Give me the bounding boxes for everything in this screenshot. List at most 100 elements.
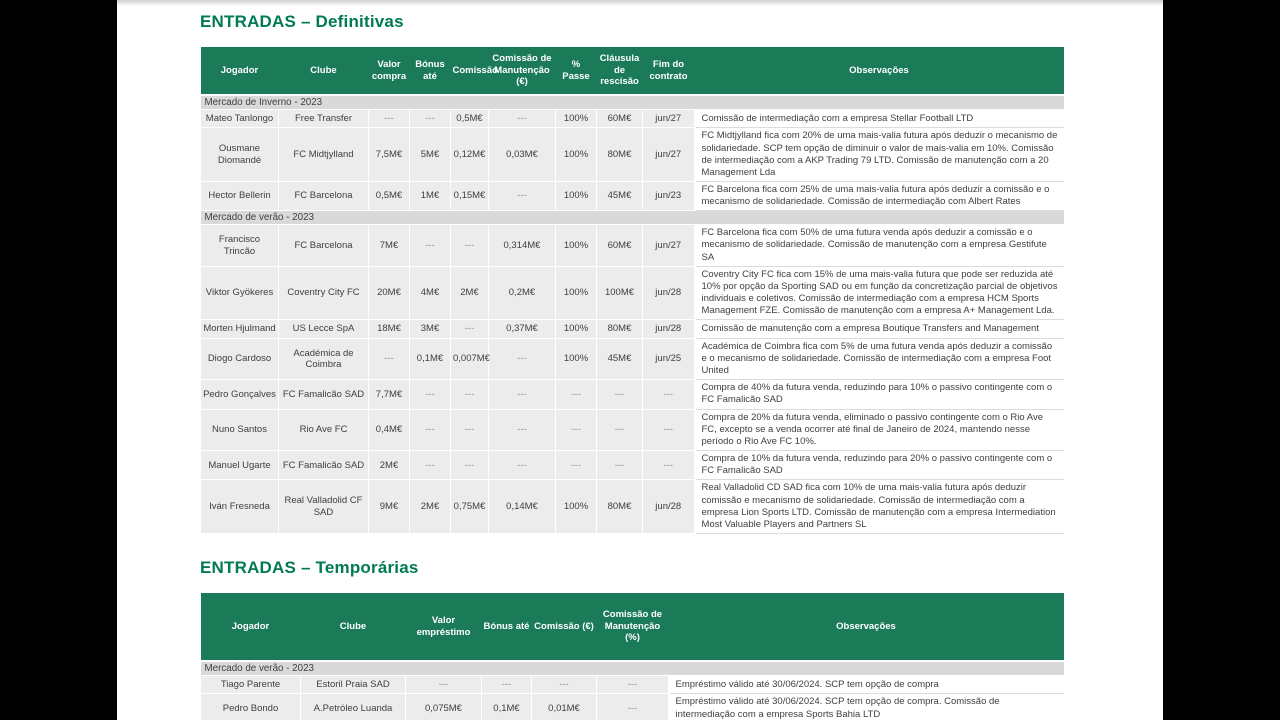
data-cell: 100%	[555, 224, 597, 267]
data-cell: ---	[531, 674, 597, 695]
table-row: Morten Hjulmand US Lecce SpA 18M€ 3M€ --- 0,3…	[200, 319, 1064, 339]
data-cell: 0,2M€	[488, 265, 556, 321]
data-cell: 20M€	[368, 265, 410, 321]
data-cell: Nuno Santos	[200, 408, 279, 452]
data-cell: 60M€	[596, 224, 643, 267]
data-cell: 0,314M€	[488, 224, 556, 267]
data-cell: Morten Hjulmand	[200, 319, 279, 339]
data-cell: Académica de Coimbra	[278, 337, 369, 381]
data-cell: Ousmane Diomandé	[200, 127, 279, 183]
table-row: Pedro Gonçalves FC Famalicão SAD 7,7M€ --- -…	[200, 379, 1064, 410]
column-header: Bónus até	[481, 593, 532, 662]
observation-cell: FC Barcelona fica com 25% de uma mais-va…	[693, 181, 1064, 212]
data-cell: Manuel Ugarte	[200, 450, 279, 481]
observation-cell: Compra de 40% da futura venda, reduzindo…	[693, 379, 1064, 410]
data-cell: ---	[642, 379, 695, 410]
section-title-temporarias: ENTRADAS – Temporárias	[200, 558, 419, 577]
data-cell: 60M€	[596, 108, 643, 129]
data-cell: Estoril Praia SAD	[300, 674, 406, 695]
section-title-definitivas: ENTRADAS – Definitivas	[200, 12, 404, 31]
entradas-temporarias-table: Jogador Clube Valor empréstimo Bónus até Com…	[200, 593, 1064, 720]
observation-cell: Empréstimo válido até 30/06/2024. SCP te…	[667, 693, 1064, 720]
data-cell: 0,075M€	[405, 693, 482, 720]
data-cell: 100%	[555, 127, 597, 183]
data-cell: jun/25	[642, 337, 695, 381]
data-cell: ---	[368, 337, 410, 381]
data-cell: ---	[488, 337, 556, 381]
table-row: Francisco Trincão FC Barcelona 7M€ --- --- 0,…	[200, 224, 1064, 267]
header-row: Jogador Clube Valor compra Bónus até Comissã…	[200, 47, 1064, 96]
data-cell: 0,4M€	[368, 408, 410, 452]
observation-cell: Empréstimo válido até 30/06/2024. SCP te…	[667, 675, 1064, 695]
data-cell: Francisco Trincão	[200, 224, 279, 267]
table-row: Pedro Bondo A.Petróleo Luanda 0,075M€ 0,1M€…	[200, 693, 1064, 720]
document-page: ENTRADAS – Definitivas Jogador Clube Valor…	[117, 0, 1163, 720]
column-header: Valor compra	[368, 47, 410, 96]
data-cell: 7M€	[368, 224, 410, 267]
table-row: Manuel Ugarte FC Famalicão SAD 2M€ --- --- --…	[200, 450, 1064, 481]
data-cell: ---	[555, 379, 597, 410]
data-cell: 45M€	[596, 181, 643, 212]
table-row: Tiago Parente Estoril Praia SAD --- --- --- -…	[200, 674, 1064, 695]
data-cell: jun/28	[642, 319, 695, 339]
column-header: Comissão de Manutenção (%)	[596, 593, 669, 662]
data-cell: 9M€	[368, 479, 410, 534]
market-section-row: Mercado de Inverno - 2023	[200, 95, 1064, 110]
header-row: Jogador Clube Valor empréstimo Bónus até Com…	[200, 593, 1064, 662]
column-header: Jogador	[200, 593, 301, 662]
data-cell: 5M€	[409, 127, 451, 183]
observation-cell: Compra de 10% da futura venda, reduzindo…	[693, 450, 1064, 481]
data-cell: ---	[642, 408, 695, 452]
table-row: Hector Bellerin FC Barcelona 0,5M€ 1M€ 0,15M…	[200, 181, 1064, 212]
data-cell: jun/27	[642, 108, 695, 129]
data-cell: 0,1M€	[409, 337, 451, 381]
data-cell: Mateo Tanlongo	[200, 108, 279, 129]
column-header: Observações	[694, 47, 1064, 96]
data-cell: Free Transfer	[278, 108, 369, 129]
column-header: Clube	[300, 593, 406, 662]
market-section-label: Mercado de verão - 2023	[200, 661, 1064, 676]
data-cell: ---	[488, 379, 556, 410]
data-cell: jun/23	[642, 181, 695, 212]
data-cell: Hector Bellerin	[200, 181, 279, 212]
data-cell: 0,1M€	[481, 693, 532, 720]
column-header: Jogador	[200, 47, 279, 96]
data-cell: 0,03M€	[488, 127, 556, 183]
data-cell: Diogo Cardoso	[200, 337, 279, 381]
column-header: Comissão de Manutenção (€)	[488, 47, 556, 96]
data-cell: ---	[450, 450, 489, 481]
data-cell: ---	[409, 379, 451, 410]
observation-cell: Comissão de intermediação com a empresa …	[693, 109, 1064, 129]
column-header: Bónus até	[409, 47, 451, 96]
data-cell: 0,01M€	[531, 693, 597, 720]
data-cell: FC Famalicão SAD	[278, 450, 369, 481]
table-row: Nuno Santos Rio Ave FC 0,4M€ --- --- --- --- --…	[200, 408, 1064, 452]
market-section-label: Mercado de Inverno - 2023	[200, 95, 1064, 110]
column-header: % Passe	[555, 47, 597, 96]
entradas-definitivas-table: Jogador Clube Valor compra Bónus até Comissã…	[200, 47, 1064, 534]
data-cell: 80M€	[596, 479, 643, 534]
data-cell: ---	[450, 319, 489, 339]
data-cell: jun/27	[642, 224, 695, 267]
data-cell: ---	[488, 181, 556, 212]
data-cell: ---	[642, 450, 695, 481]
observation-cell: FC Barcelona fica com 50% de uma futura …	[693, 224, 1064, 267]
data-cell: ---	[405, 674, 482, 695]
column-header: Comissão (€)	[531, 593, 597, 662]
data-cell: 80M€	[596, 319, 643, 339]
data-cell: 0,75M€	[450, 479, 489, 534]
observation-cell: Real Valladolid CD SAD fica com 10% de u…	[693, 479, 1064, 534]
table-row: Mateo Tanlongo Free Transfer --- --- 0,5M€ --…	[200, 108, 1064, 129]
data-cell: FC Barcelona	[278, 181, 369, 212]
data-cell: Iván Fresneda	[200, 479, 279, 534]
data-cell: 0,12M€	[450, 127, 489, 183]
data-cell: 100%	[555, 181, 597, 212]
data-cell: 0,15M€	[450, 181, 489, 212]
observation-cell: Coventry City FC fica com 15% de uma mai…	[693, 266, 1064, 321]
data-cell: 3M€	[409, 319, 451, 339]
data-cell: 100%	[555, 319, 597, 339]
data-cell: 45M€	[596, 337, 643, 381]
data-cell: ---	[555, 450, 597, 481]
data-cell: 4M€	[409, 265, 451, 321]
data-cell: Viktor Gyökeres	[200, 265, 279, 321]
